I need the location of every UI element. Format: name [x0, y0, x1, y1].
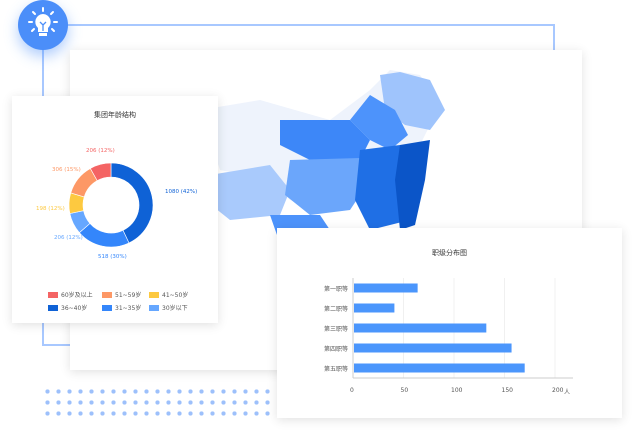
- donut-slice[interactable]: [89, 162, 112, 182]
- bar[interactable]: [354, 363, 525, 373]
- legend-item[interactable]: 41~50岁: [149, 290, 188, 299]
- map-region-north[interactable]: [280, 120, 370, 160]
- rank-distribution-card: 职级分布图 第一职等 第二职等 第三职等 第四职等 第五职等 0 50 100 150 200 …: [277, 228, 622, 418]
- map-region-central-west[interactable]: [285, 158, 370, 215]
- y-tick-label: 第四职等: [323, 346, 348, 353]
- y-tick-label: 第五职等: [323, 366, 348, 373]
- donut-slice[interactable]: [110, 162, 154, 244]
- connector-line-top: [43, 24, 555, 26]
- legend-item[interactable]: 60岁及以上: [48, 290, 93, 299]
- y-tick-label: 第二职等: [323, 306, 348, 313]
- lightbulb-icon: [18, 0, 68, 50]
- connector-line-bottom: [42, 344, 72, 346]
- bar[interactable]: [354, 303, 395, 313]
- x-tick-label: 200: [552, 387, 564, 394]
- rank-bar-chart: [352, 278, 573, 379]
- legend-item[interactable]: 30岁以下: [149, 303, 188, 312]
- slice-label: 306 (15%): [52, 167, 81, 173]
- legend-item[interactable]: 51~59岁: [102, 290, 141, 299]
- china-map: [200, 70, 445, 235]
- donut-slice[interactable]: [78, 223, 130, 248]
- x-tick-label: 100: [451, 387, 463, 394]
- x-tick-label: 150: [501, 387, 513, 394]
- slice-label: 518 (30%): [98, 254, 127, 260]
- slice-label: 198 (12%): [36, 206, 65, 212]
- legend-item[interactable]: 36~40岁: [48, 303, 87, 312]
- slice-label: 206 (12%): [54, 235, 83, 241]
- age-structure-card: 集团年龄结构 206 (12%) 306 (15%) 198 (12%) 206…: [12, 96, 218, 323]
- bar[interactable]: [354, 343, 512, 353]
- y-tick-label: 第一职等: [323, 286, 348, 293]
- legend-item[interactable]: 31~35岁: [102, 303, 141, 312]
- x-tick-label: 50: [400, 387, 409, 394]
- slice-label: 1080 (42%): [165, 189, 198, 195]
- x-axis-unit: 人: [564, 389, 571, 396]
- map-region-east[interactable]: [395, 140, 430, 230]
- bar[interactable]: [354, 283, 418, 293]
- bar-chart-title: 职级分布图: [432, 249, 467, 257]
- bar[interactable]: [354, 323, 487, 333]
- map-region-inner-mongolia[interactable]: [350, 95, 408, 150]
- x-tick-label: 0: [350, 387, 354, 394]
- age-chart-title: 集团年龄结构: [94, 111, 136, 119]
- decorative-dots: [42, 386, 274, 418]
- slice-label: 206 (12%): [86, 148, 115, 154]
- y-tick-label: 第三职等: [323, 326, 348, 333]
- map-region-west[interactable]: [205, 165, 290, 220]
- age-donut-chart: [68, 162, 154, 248]
